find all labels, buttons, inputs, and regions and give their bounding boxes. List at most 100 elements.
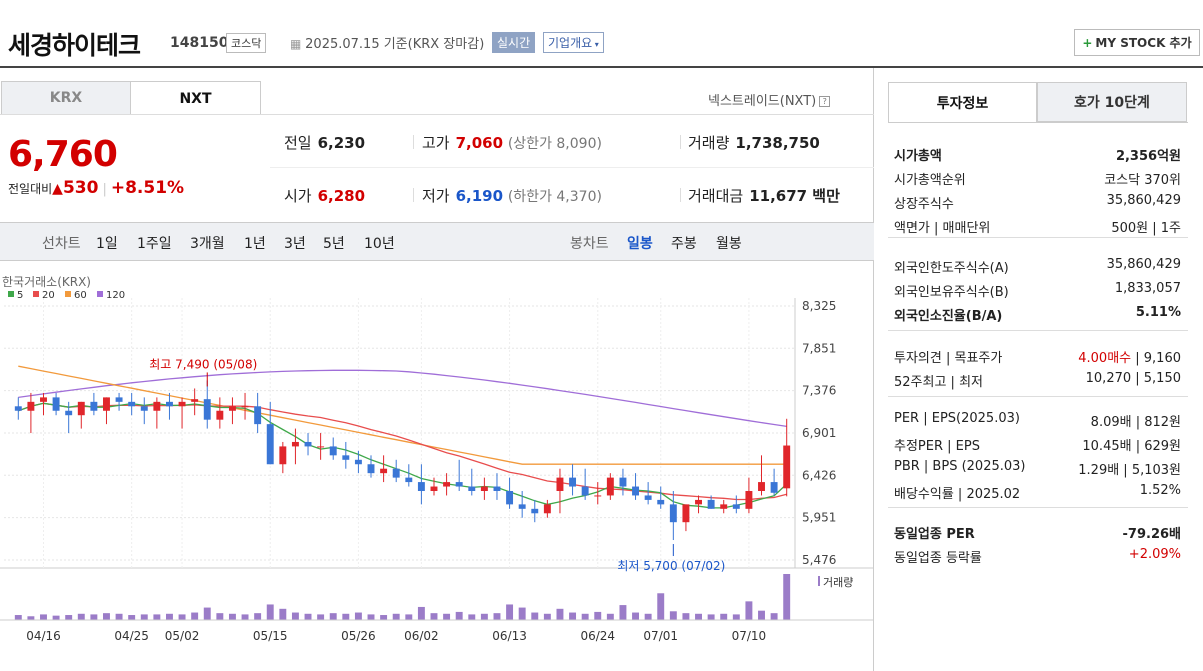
volume-bar	[14, 615, 22, 620]
chart-source: 한국거래소(KRX)	[2, 275, 91, 289]
volume-bar	[518, 607, 526, 620]
tab-investment-info[interactable]: 투자정보	[888, 82, 1037, 122]
low-annotation: 최저 5,700 (07/02)	[617, 559, 725, 573]
price-panel	[0, 68, 874, 671]
y-tick-label: 8,325	[802, 299, 836, 313]
volume-bar	[153, 614, 161, 620]
candle-body	[632, 486, 640, 496]
prev-close: 전일 6,230	[284, 134, 366, 152]
period-item-0[interactable]: 1일	[96, 236, 118, 252]
period-item-6[interactable]: 10년	[364, 236, 395, 252]
period-item-2[interactable]: 3개월	[190, 236, 225, 252]
realtime-button[interactable]: 실시간	[492, 32, 536, 53]
candle-body	[392, 468, 400, 478]
volume-bar	[380, 615, 388, 620]
volume-bar	[720, 613, 728, 620]
candle-body	[758, 482, 765, 491]
help-icon[interactable]: ?	[819, 96, 831, 107]
y-tick-label: 7,376	[802, 384, 836, 398]
trade-amount: 거래대금 11,677 백만	[688, 187, 840, 205]
y-tick-label: 5,476	[802, 553, 836, 567]
volume-bar	[140, 614, 148, 620]
volume-bar	[619, 605, 627, 620]
candle-body	[40, 397, 47, 402]
legend-item: 120	[106, 290, 125, 301]
info-row-g4-2: PBR | BPS (2025.03) 1.29배 | 5,103원	[894, 459, 1181, 478]
period-label-line: 선차트	[42, 236, 81, 252]
tab-nxt[interactable]: NXT	[130, 81, 261, 115]
volume-bar	[354, 612, 362, 620]
volume-legend-swatch	[818, 576, 820, 586]
legend-swatch	[65, 291, 71, 297]
volume-bar	[468, 614, 476, 620]
candle-body	[707, 499, 715, 509]
tab-hoga-10[interactable]: 호가 10단계	[1037, 82, 1187, 122]
candle-body	[619, 477, 627, 487]
info-row-g3-0: 투자의견 | 목표주가 4.00매수 | 9,160	[894, 351, 1181, 366]
x-tick-label: 07/10	[732, 629, 767, 643]
volume-bar	[317, 614, 325, 620]
candle-item-2[interactable]: 월봉	[716, 236, 742, 252]
candle-body	[140, 406, 148, 411]
volume-bar	[329, 613, 337, 620]
candle-body	[682, 504, 690, 523]
info-row-g2-2: 외국인소진율(B/A) 5.11%	[894, 305, 1181, 324]
volume-bar	[443, 613, 451, 620]
volume-bar	[745, 601, 753, 620]
volume-bar	[732, 614, 740, 620]
volume-bar	[669, 611, 677, 620]
candle-body	[745, 490, 753, 509]
company-overview-button[interactable]: 기업개요 ▾	[543, 32, 604, 53]
period-item-5[interactable]: 5년	[323, 236, 345, 252]
period-item-1[interactable]: 1주일	[137, 236, 172, 252]
volume-bar	[594, 611, 602, 620]
tab-krx[interactable]: KRX	[1, 81, 131, 115]
candle-body	[770, 482, 778, 493]
legend-item: 60	[74, 290, 87, 301]
candle-body	[493, 486, 501, 491]
high-price: 고가 7,060 (상한가 8,090)	[422, 134, 602, 152]
info-row-g1-0: 시가총액 2,356억원	[894, 149, 1181, 164]
candle-body	[329, 446, 337, 456]
candle-body	[191, 399, 199, 402]
ma60-line	[18, 365, 787, 465]
volume-bar	[417, 606, 425, 620]
period-item-3[interactable]: 1년	[244, 236, 266, 252]
y-tick-label: 6,901	[802, 426, 836, 440]
change-percent: +8.51%	[110, 178, 185, 198]
volume-bar	[455, 611, 463, 620]
volume-bar	[367, 614, 375, 620]
candle-body	[556, 477, 564, 491]
period-item-4[interactable]: 3년	[284, 236, 306, 252]
info-row-g5-1: 동일업종 등락률 +2.09%	[894, 547, 1181, 566]
x-tick-label: 07/01	[643, 629, 678, 643]
candle-body	[669, 504, 677, 523]
stock-chart: 한국거래소(KRX)5 20 60 120 8,325 7,851 7,376 6,901 6,…	[0, 275, 874, 643]
volume-label: 거래량	[823, 576, 853, 589]
add-mystock-button[interactable]: + MY STOCK 추가	[1074, 29, 1200, 56]
legend-swatch	[97, 291, 103, 297]
candle-item-1[interactable]: 주봉	[671, 236, 697, 252]
volume-bar	[758, 610, 765, 620]
volume-bar	[783, 574, 791, 620]
x-tick-label: 04/16	[26, 629, 61, 643]
header-divider	[0, 66, 1203, 68]
calendar-icon: ▦	[290, 37, 306, 51]
current-price: 6,760	[8, 134, 118, 175]
candle-body	[228, 406, 236, 411]
volume-bar	[228, 613, 236, 620]
candle-item-0[interactable]: 일봉	[627, 236, 653, 252]
volume-bar	[52, 615, 60, 620]
candle-body	[115, 397, 123, 402]
volume-bar	[657, 593, 665, 620]
y-tick-label: 6,426	[802, 468, 836, 482]
volume-bar	[556, 608, 564, 620]
volume-bar	[254, 613, 262, 620]
candle-body	[203, 399, 211, 420]
price-change: 전일대비▲530 | +8.51%	[8, 178, 185, 198]
volume-bar	[493, 613, 501, 620]
candle-body	[783, 445, 791, 489]
candle-body	[178, 401, 186, 407]
x-tick-label: 05/26	[341, 629, 376, 643]
date-text: 2025.07.15 기준(KRX 장마감)	[305, 37, 485, 52]
